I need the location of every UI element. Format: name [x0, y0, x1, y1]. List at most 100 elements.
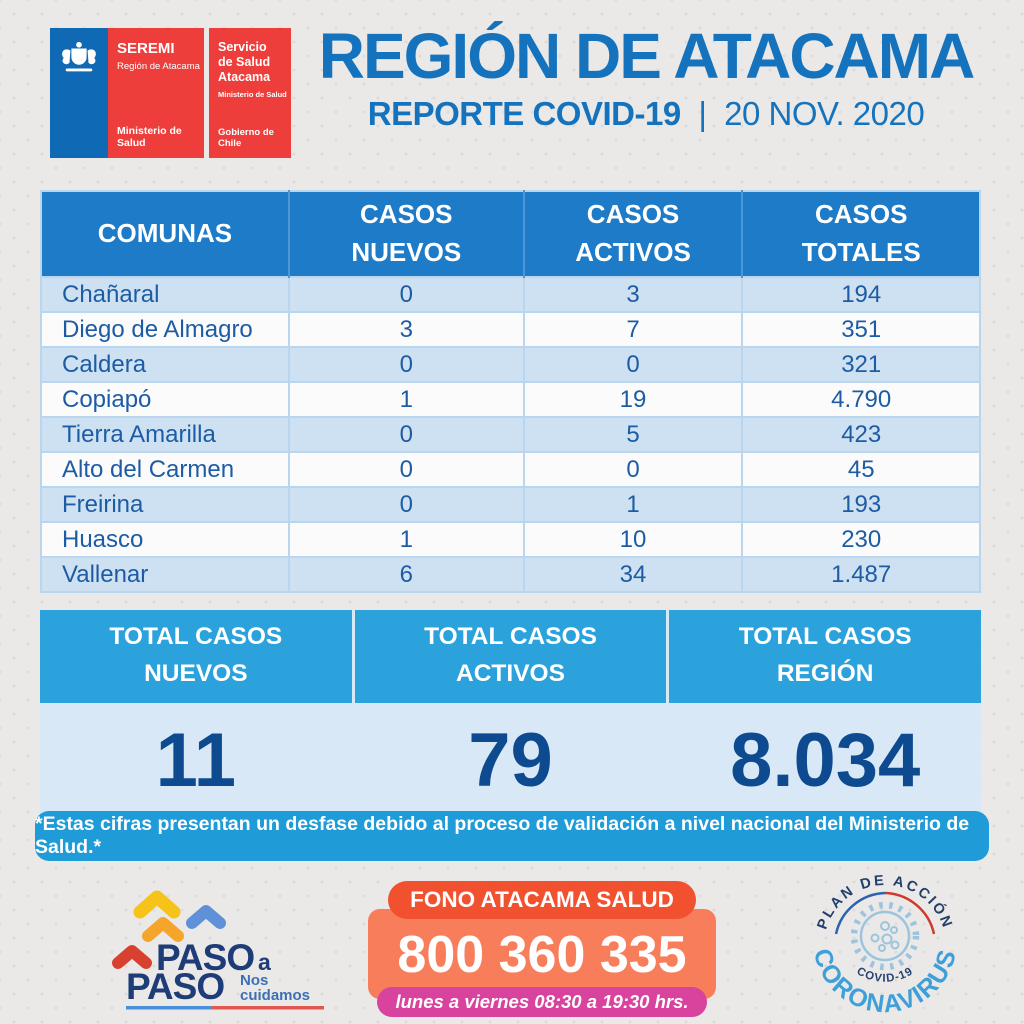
paso-tagline2: cuidamos — [240, 987, 310, 1004]
casos-activos-cell: 34 — [522, 556, 744, 593]
total-nuevos-value: 11 — [40, 702, 352, 819]
casos-totales-cell: 351 — [741, 311, 981, 348]
stamp-arc-red — [884, 891, 936, 935]
paso-tagline1: Nos — [240, 972, 268, 989]
comuna-cell: Alto del Carmen — [40, 451, 290, 488]
casos-nuevos-cell: 1 — [287, 381, 525, 418]
page-title: REGIÓN DE ATACAMA — [318, 20, 976, 92]
casos-activos-cell: 0 — [522, 451, 744, 488]
casos-totales-cell: 423 — [741, 416, 981, 453]
footnote-banner: *Estas cifras presentan un desfase debid… — [35, 811, 989, 861]
paso-a-paso-logo: PASO a PASO Nos cuidamos — [100, 886, 340, 1018]
table-row: Chañaral 0 3 194 — [40, 276, 981, 313]
svg-text:COVID-19: COVID-19 — [855, 965, 916, 985]
servicio-salud-logo: Servicio de Salud Atacama Ministerio de … — [209, 28, 291, 158]
comuna-cell: Freirina — [40, 486, 290, 523]
total-activos-cell: TOTAL CASOS ACTIVOS 79 — [351, 610, 667, 819]
casos-activos-cell: 19 — [522, 381, 744, 418]
casos-activos-cell: 10 — [522, 521, 744, 558]
fono-atacama-block: FONO ATACAMA SALUD 800 360 335 lunes a v… — [368, 881, 716, 1017]
casos-activos-cell: 5 — [522, 416, 744, 453]
casos-nuevos-cell: 0 — [287, 486, 525, 523]
seremi-logo: SEREMI Región de Atacama Ministerio de S… — [50, 28, 204, 158]
casos-totales-cell: 45 — [741, 451, 981, 488]
total-activos-label: TOTAL CASOS ACTIVOS — [354, 610, 667, 703]
seremi-logo-subtitle: Región de Atacama — [117, 61, 200, 72]
column-casos-nuevos: CASOS NUEVOS — [287, 191, 524, 277]
stamp-covid19-text: COVID-19 — [855, 965, 915, 985]
seremi-logo-title: SEREMI — [117, 40, 175, 57]
fono-phone-number: 800 360 335 — [368, 909, 716, 999]
column-casos-totales: CASOS TOTALES — [741, 191, 980, 277]
report-date: 20 NOV. 2020 — [724, 95, 925, 133]
casos-nuevos-cell: 0 — [287, 346, 525, 383]
table-row: Diego de Almagro 3 7 351 — [40, 311, 981, 348]
seremi-logo-ministry: Ministerio de Salud — [117, 125, 182, 149]
casos-nuevos-cell: 0 — [287, 451, 525, 488]
servicio-logo-title: Servicio de Salud Atacama — [218, 40, 271, 84]
table-header: COMUNAS CASOS NUEVOS CASOS ACTIVOS CASOS… — [41, 191, 980, 277]
casos-activos-cell: 3 — [522, 276, 744, 313]
seremi-logo-body: SEREMI Región de Atacama Ministerio de S… — [108, 28, 204, 158]
total-region-label: TOTAL CASOS REGIÓN — [669, 610, 982, 703]
casos-nuevos-cell: 3 — [287, 311, 525, 348]
total-region-value: 8.034 — [669, 702, 982, 819]
comuna-cell: Diego de Almagro — [40, 311, 290, 348]
table-row: Freirina 0 1 193 — [40, 486, 981, 523]
report-subtitle: REPORTE COVID-19 | 20 NOV. 2020 — [300, 95, 992, 133]
casos-nuevos-cell: 6 — [287, 556, 525, 593]
seremi-logo-blue-strip — [50, 28, 108, 158]
servicio-logo-ministry: Ministerio de Salud — [218, 90, 287, 99]
covid-cases-table: COMUNAS CASOS NUEVOS CASOS ACTIVOS CASOS… — [40, 190, 981, 593]
table-row: Tierra Amarilla 0 5 423 — [40, 416, 981, 453]
stamp-arc-blue — [834, 891, 886, 935]
table-row: Copiapó 1 19 4.790 — [40, 381, 981, 418]
casos-activos-cell: 0 — [522, 346, 744, 383]
column-casos-activos: CASOS ACTIVOS — [522, 191, 743, 277]
casos-totales-cell: 193 — [741, 486, 981, 523]
chevron-yellow-icon — [133, 890, 181, 919]
chevron-orange-icon — [142, 917, 184, 942]
paso-word2: PASO — [126, 966, 224, 1007]
comuna-cell: Copiapó — [40, 381, 290, 418]
chevron-blue-icon — [186, 905, 226, 929]
casos-nuevos-cell: 0 — [287, 416, 525, 453]
chevron-red-icon — [112, 945, 152, 969]
casos-totales-cell: 1.487 — [741, 556, 981, 593]
paso-underline-red — [212, 1006, 324, 1010]
total-region-cell: TOTAL CASOS REGIÓN 8.034 — [666, 610, 982, 819]
paso-word1: PASO — [156, 937, 254, 978]
casos-totales-cell: 321 — [741, 346, 981, 383]
total-activos-value: 79 — [354, 702, 667, 819]
comuna-cell: Chañaral — [40, 276, 290, 313]
fono-hours-pill: lunes a viernes 08:30 a 19:30 hrs. — [377, 987, 707, 1017]
table-row: Huasco 1 10 230 — [40, 521, 981, 558]
comuna-cell: Caldera — [40, 346, 290, 383]
total-nuevos-cell: TOTAL CASOS NUEVOS 11 — [40, 610, 352, 819]
report-label: REPORTE COVID-19 — [367, 95, 681, 133]
totals-section: TOTAL CASOS NUEVOS 11 TOTAL CASOS ACTIVO… — [40, 610, 982, 819]
chile-coat-of-arms-icon — [62, 41, 96, 72]
subtitle-separator: | — [698, 95, 707, 133]
comuna-cell: Vallenar — [40, 556, 290, 593]
servicio-logo-government: Gobierno de Chile — [218, 127, 274, 149]
virus-icon — [850, 901, 920, 971]
comuna-cell: Tierra Amarilla — [40, 416, 290, 453]
casos-totales-cell: 230 — [741, 521, 981, 558]
table-header-row: COMUNAS CASOS NUEVOS CASOS ACTIVOS CASOS… — [41, 191, 980, 277]
table-row: Vallenar 6 34 1.487 — [40, 556, 981, 593]
table-row: Alto del Carmen 0 0 45 — [40, 451, 981, 488]
coronavirus-stamp: PLAN DE ACCIÓN CORONAVIRUS COVID-19 — [800, 860, 970, 1022]
comuna-cell: Huasco — [40, 521, 290, 558]
column-comunas: COMUNAS — [41, 191, 289, 277]
casos-activos-cell: 1 — [522, 486, 744, 523]
casos-activos-cell: 7 — [522, 311, 744, 348]
paso-chevrons-icon — [112, 890, 226, 969]
casos-totales-cell: 194 — [741, 276, 981, 313]
paso-underline-blue — [126, 1006, 212, 1010]
casos-totales-cell: 4.790 — [741, 381, 981, 418]
casos-nuevos-cell: 1 — [287, 521, 525, 558]
table-body: Chañaral 0 3 194 Diego de Almagro 3 7 351 Calder… — [40, 276, 981, 593]
fono-label-pill: FONO ATACAMA SALUD — [388, 881, 696, 919]
